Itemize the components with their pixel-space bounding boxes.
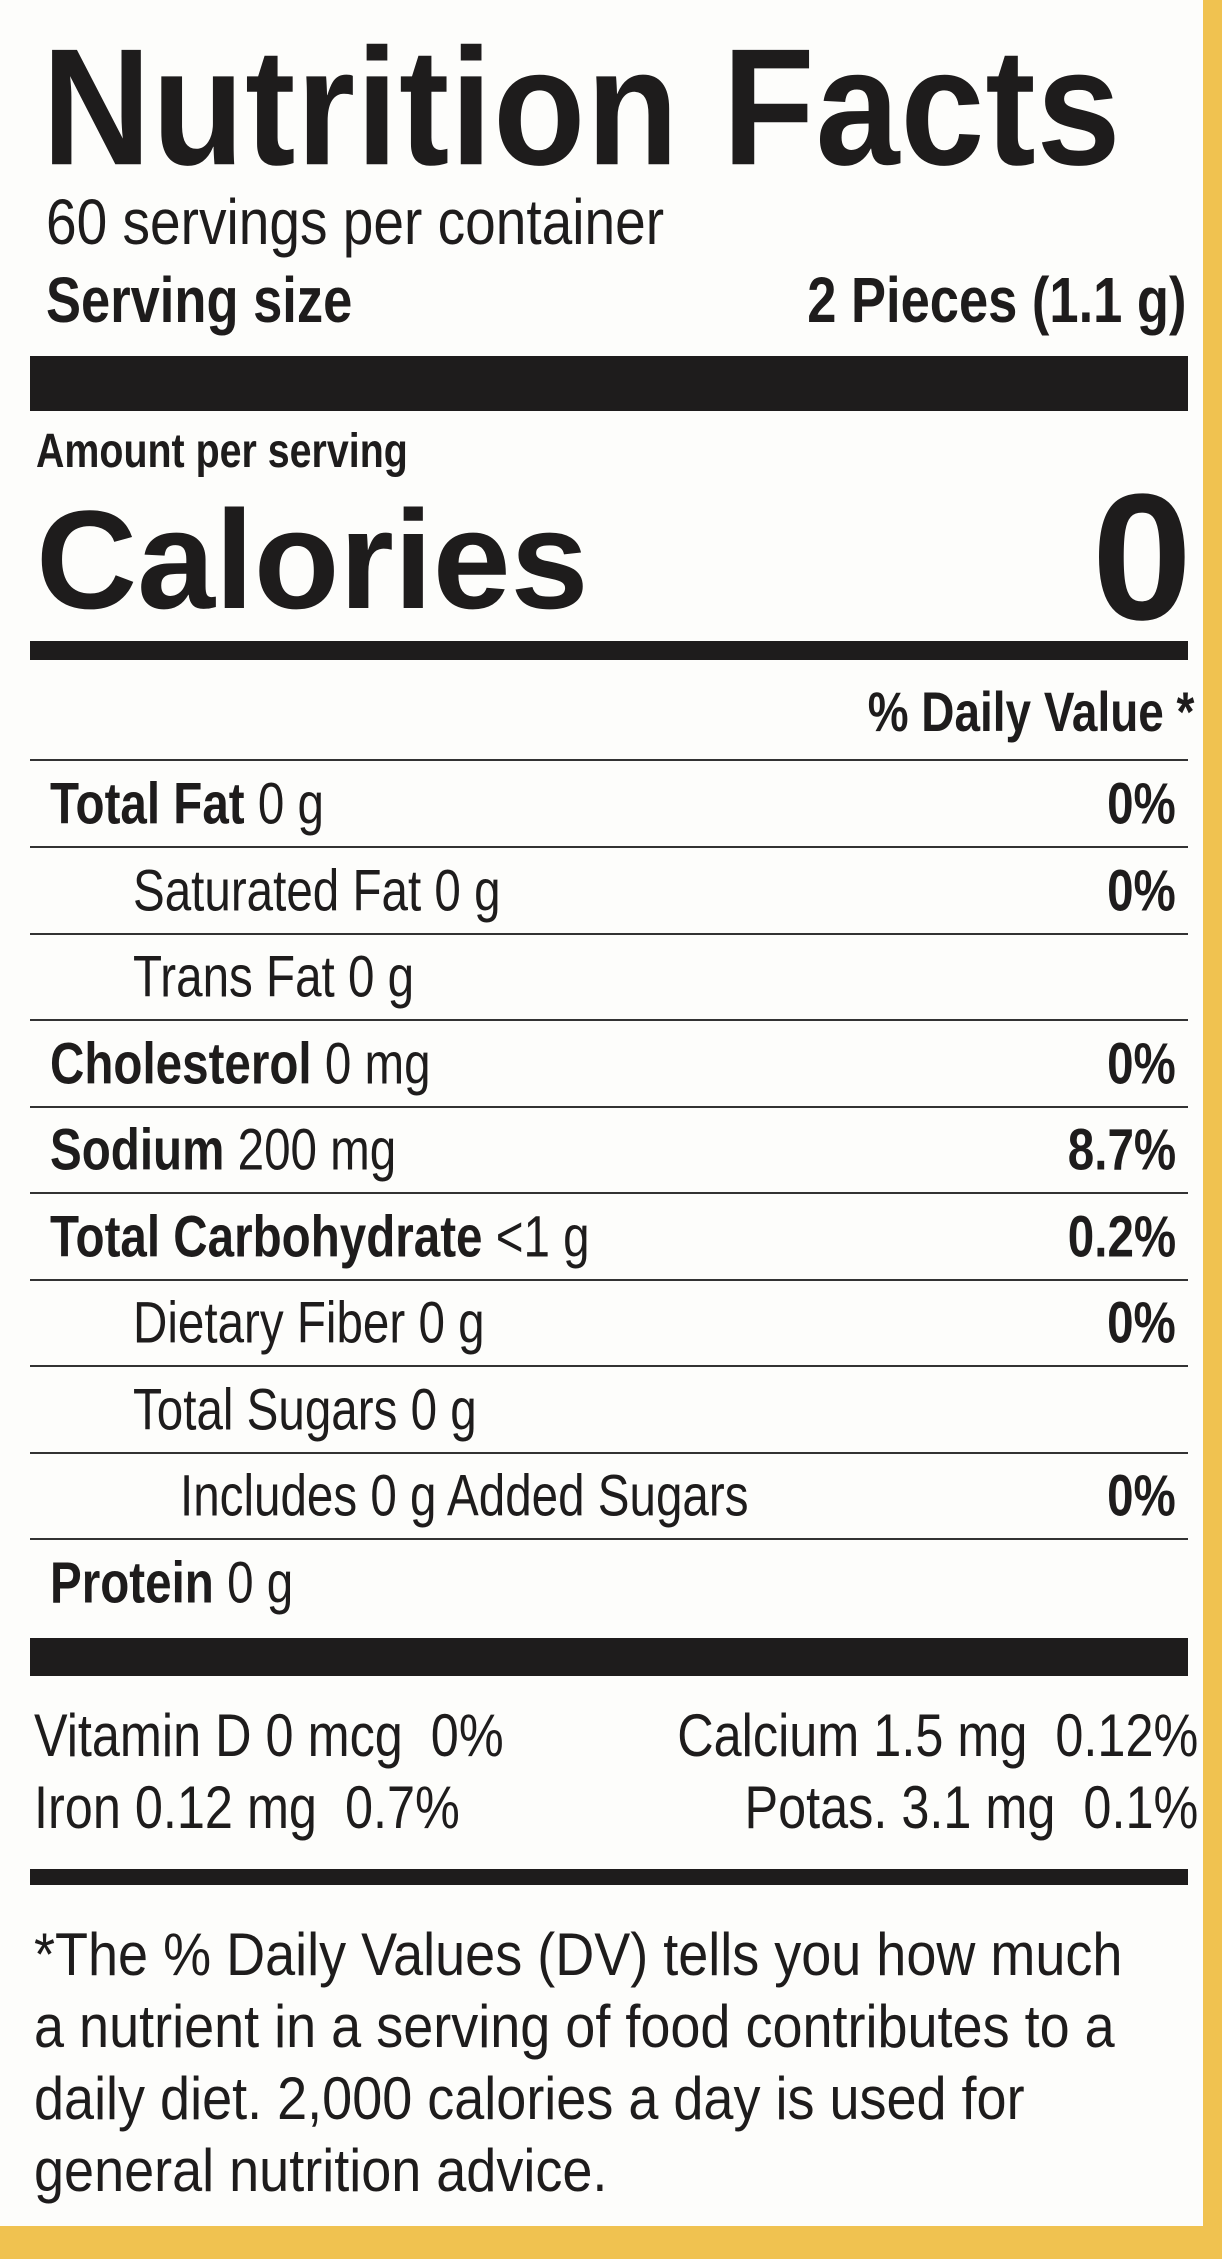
nutrient-name-line: Saturated Fat 0 g [133,857,501,924]
nutrient-name: Dietary Fiber [133,1290,406,1356]
nutrient-name-line: Cholesterol 0 mg [50,1030,431,1097]
vitamin-dv: 0.1% [1083,1774,1198,1841]
amount-per-serving: Amount per serving [36,425,408,478]
serving-size-value: 2 Pieces (1.1 g) [806,264,1186,336]
nutrient-amount: 0 mg [324,1031,431,1096]
nutrient-amount: 0 g [347,944,415,1010]
nutrient-name: Protein [50,1550,214,1615]
nutrient-row: Sodium 200 mg 8.7% [30,1107,1188,1193]
nutrient-name: Total Sugars [133,1377,398,1442]
nutrient-amount: 200 mg [237,1117,397,1183]
nutrient-amount: 0 g [418,1290,485,1356]
footnote-line: daily diet. 2,000 calories a day is used… [34,2065,1025,2132]
rule [30,1105,1188,1108]
daily-value: 0% [1107,858,1176,923]
vitamin-entry: Calcium 1.5 mg 0.12% [677,1706,1198,1766]
nutrient-amount: 0 g [410,1377,477,1442]
thick-bar [30,1638,1188,1676]
vitamin-name: Calcium 1.5 mg [676,1702,1028,1769]
rule [30,1451,1188,1454]
rule [30,1538,1188,1540]
nutrient-row: Saturated Fat 0 g 0% [30,848,1188,934]
medium-bar [30,641,1188,660]
daily-value: 8.7% [1067,1117,1176,1183]
vitamin-name: Potas. 3.1 mg [744,1774,1056,1841]
nutrient-amount: 0 g [434,858,501,923]
medium-bar [30,1869,1188,1885]
vitamin-name: Iron 0.12 mg [34,1774,317,1841]
vitamin-entry: Iron 0.12 mg 0.7% [34,1778,460,1838]
nutrient-name: Sodium [50,1117,225,1183]
calories-value: 0 [1091,457,1192,658]
rule [30,1365,1188,1367]
thick-bar [30,356,1188,411]
rule [30,846,1188,848]
daily-value: 0% [1107,1463,1176,1529]
rule [30,1278,1188,1281]
nutrient-name-line: Total Fat 0 g [50,771,324,838]
nutrient-row: Trans Fat 0 g [30,934,1188,1020]
nutrient-name-line: Includes 0 g Added Sugars [180,1463,748,1530]
nutrient-name: Trans Fat [133,944,335,1010]
daily-value: 0% [1107,1031,1176,1096]
daily-value: 0.2% [1067,1204,1176,1269]
daily-value-header: % Daily Value * [867,680,1194,743]
title: Nutrition Facts [42,14,1122,200]
nutrient-name-line: Protein 0 g [50,1549,293,1616]
footnote-line: *The % Daily Values (DV) tells you how m… [34,1921,1123,1988]
vitamin-entry: Vitamin D 0 mcg 0% [34,1706,504,1766]
rule [30,1192,1188,1194]
nutrient-name-line: Trans Fat 0 g [133,944,414,1011]
nutrient-name-line: Total Sugars 0 g [133,1376,477,1443]
servings-per-container: 60 servings per container [46,186,665,258]
rule [30,759,1188,761]
nutrient-name-line: Sodium 200 mg [50,1117,396,1184]
nutrient-name: Total Fat [50,771,245,837]
vitamin-dv: 0.7% [344,1774,460,1841]
nutrient-name-line: Total Carbohydrate <1 g [50,1203,590,1270]
calories-label: Calories [36,481,589,638]
vitamin-dv: 0% [430,1702,504,1769]
nutrient-row: Total Sugars 0 g [30,1367,1188,1453]
vitamin-entry: Potas. 3.1 mg 0.1% [744,1778,1198,1838]
nutrient-row: Protein 0 g [30,1540,1188,1626]
nutrient-name-line: Dietary Fiber 0 g [133,1290,485,1357]
vitamin-dv: 0.12% [1055,1702,1198,1769]
nutrient-name: Saturated Fat [133,858,422,923]
footnote-line: general nutrition advice. [34,2137,608,2204]
nutrient-row: Cholesterol 0 mg 0% [30,1021,1188,1107]
rule [30,1019,1188,1021]
nutrient-amount: <1 g [495,1204,590,1269]
daily-value: 0% [1107,1290,1176,1356]
footnote-line: a nutrient in a serving of food contribu… [34,1993,1115,2060]
nutrient-name: Total Carbohydrate [50,1204,483,1269]
nutrient-row: Total Carbohydrate <1 g 0.2% [30,1194,1188,1280]
rule [30,932,1188,935]
nutrient-amount: 0 g [227,1550,294,1615]
vitamin-name: Vitamin D 0 mcg [34,1702,403,1769]
nutrient-row: Dietary Fiber 0 g 0% [30,1280,1188,1366]
serving-size-label: Serving size [46,264,353,336]
nutrient-row: Total Fat 0 g 0% [30,761,1188,847]
nutrient-name: Includes 0 g Added Sugars [180,1463,749,1529]
nutrient-amount: 0 g [257,771,324,837]
nutrient-row: Includes 0 g Added Sugars 0% [30,1453,1188,1539]
daily-value: 0% [1107,771,1176,837]
nutrient-name: Cholesterol [50,1031,312,1096]
